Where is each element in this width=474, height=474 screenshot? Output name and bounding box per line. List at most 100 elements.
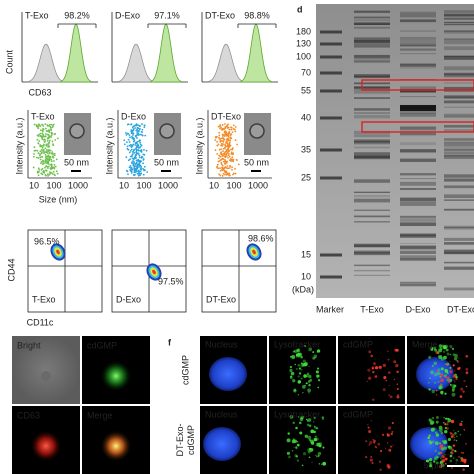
scatter-dot	[133, 169, 136, 172]
protein-band	[400, 222, 436, 227]
scatter-dot	[44, 159, 47, 162]
scatter-dot	[56, 172, 59, 175]
cdgmp-spot	[371, 461, 374, 465]
cdgmp-spot	[372, 370, 375, 374]
label: 98.8%	[244, 10, 270, 20]
scatter-dot	[226, 138, 228, 141]
protein-band	[444, 13, 474, 16]
marker-label: 100	[296, 51, 311, 61]
lysosome	[300, 377, 303, 380]
cdgmp-spot	[439, 383, 442, 386]
protein-band	[354, 54, 390, 58]
scatter-dot	[53, 164, 56, 166]
protein-band	[400, 282, 436, 285]
scatter-dot	[46, 124, 49, 127]
scatter-dot	[133, 161, 135, 163]
protein-band	[444, 251, 474, 255]
histogram-control	[207, 43, 245, 83]
cdgmp-spot	[393, 378, 395, 380]
lysosome	[310, 441, 315, 445]
scatter-dot	[221, 164, 224, 167]
scatter-dot	[41, 129, 44, 132]
lysosome	[291, 355, 296, 359]
marker-label: 55	[301, 85, 311, 95]
protein-band	[400, 44, 436, 46]
scatter-dot	[227, 132, 230, 135]
scatter-dot	[231, 166, 234, 169]
scatter-dot	[234, 168, 236, 170]
cdgmp-spot	[459, 395, 463, 398]
marker-band	[320, 116, 342, 120]
scatter-dot	[135, 135, 137, 138]
lysosome	[317, 451, 322, 456]
histogram-control	[117, 43, 155, 83]
scatter-dot	[135, 159, 138, 162]
scatter-dot	[227, 143, 229, 146]
lane-label: D-Exo	[405, 304, 430, 314]
lane-label: DT-Exo	[447, 304, 474, 314]
lysosome	[310, 429, 315, 434]
label: D-Exo	[115, 10, 140, 20]
scatter-dot	[229, 174, 231, 177]
scatter-dot	[137, 169, 140, 172]
scatter-dot	[135, 124, 138, 127]
cdgmp-spot	[463, 429, 466, 431]
lysosome	[438, 355, 443, 360]
scatter-dot	[138, 140, 140, 143]
protein-band	[400, 132, 436, 136]
label: Intensity (a.u.)	[14, 117, 24, 174]
protein-band	[444, 252, 474, 254]
cdgmp-spot	[385, 379, 388, 382]
protein-band	[400, 96, 436, 98]
micrograph	[338, 336, 405, 404]
scatter-dot	[217, 136, 220, 139]
row-label: cdGMP	[186, 425, 196, 455]
scatter-dot	[130, 170, 133, 173]
protein-band	[400, 255, 436, 260]
cdgmp-spot	[373, 362, 376, 366]
scatter-dot	[46, 144, 48, 147]
lysosome	[297, 354, 301, 358]
scatter-dot	[230, 137, 233, 140]
scatter-dot	[127, 123, 130, 126]
lysosome	[425, 459, 429, 463]
contour	[252, 249, 256, 255]
scatter-dot	[230, 160, 233, 163]
cdgmp-spot	[388, 394, 391, 397]
marker-band	[320, 55, 342, 59]
lysosome	[442, 350, 446, 353]
scatter-dot	[231, 156, 234, 159]
scatter-dot	[224, 133, 226, 136]
scatter-dot	[136, 141, 139, 143]
protein-band	[444, 261, 474, 264]
scatter-dot	[50, 129, 52, 132]
cdgmp-spot	[382, 388, 386, 392]
scatter-dot	[217, 125, 220, 128]
scatter-dot	[39, 132, 42, 135]
lysosome	[449, 366, 452, 369]
protein-band	[354, 140, 390, 143]
scatter-dot	[39, 150, 42, 153]
cdgmp-spot	[387, 371, 391, 374]
lysosome	[295, 356, 298, 358]
protein-band	[400, 173, 436, 176]
protein-band	[400, 158, 436, 162]
label: DT-Exo	[205, 10, 235, 20]
lysosome	[309, 378, 313, 382]
protein-band	[444, 17, 474, 20]
lysosome	[455, 462, 457, 464]
scatter-dot	[36, 149, 39, 152]
protein-band	[444, 46, 474, 51]
scatter-dot	[229, 165, 231, 167]
row-label: DT-Exo-	[175, 423, 185, 456]
lysosome	[451, 347, 455, 351]
scatter-dot	[130, 123, 133, 126]
scatter-dot	[37, 157, 40, 159]
lysosome	[443, 416, 445, 419]
lysosome	[292, 379, 296, 383]
cdgmp-spot	[459, 422, 463, 427]
scatter-dot	[42, 169, 45, 172]
protein-band	[444, 149, 474, 152]
scatter-dot	[40, 168, 43, 171]
lysosome	[434, 382, 436, 384]
